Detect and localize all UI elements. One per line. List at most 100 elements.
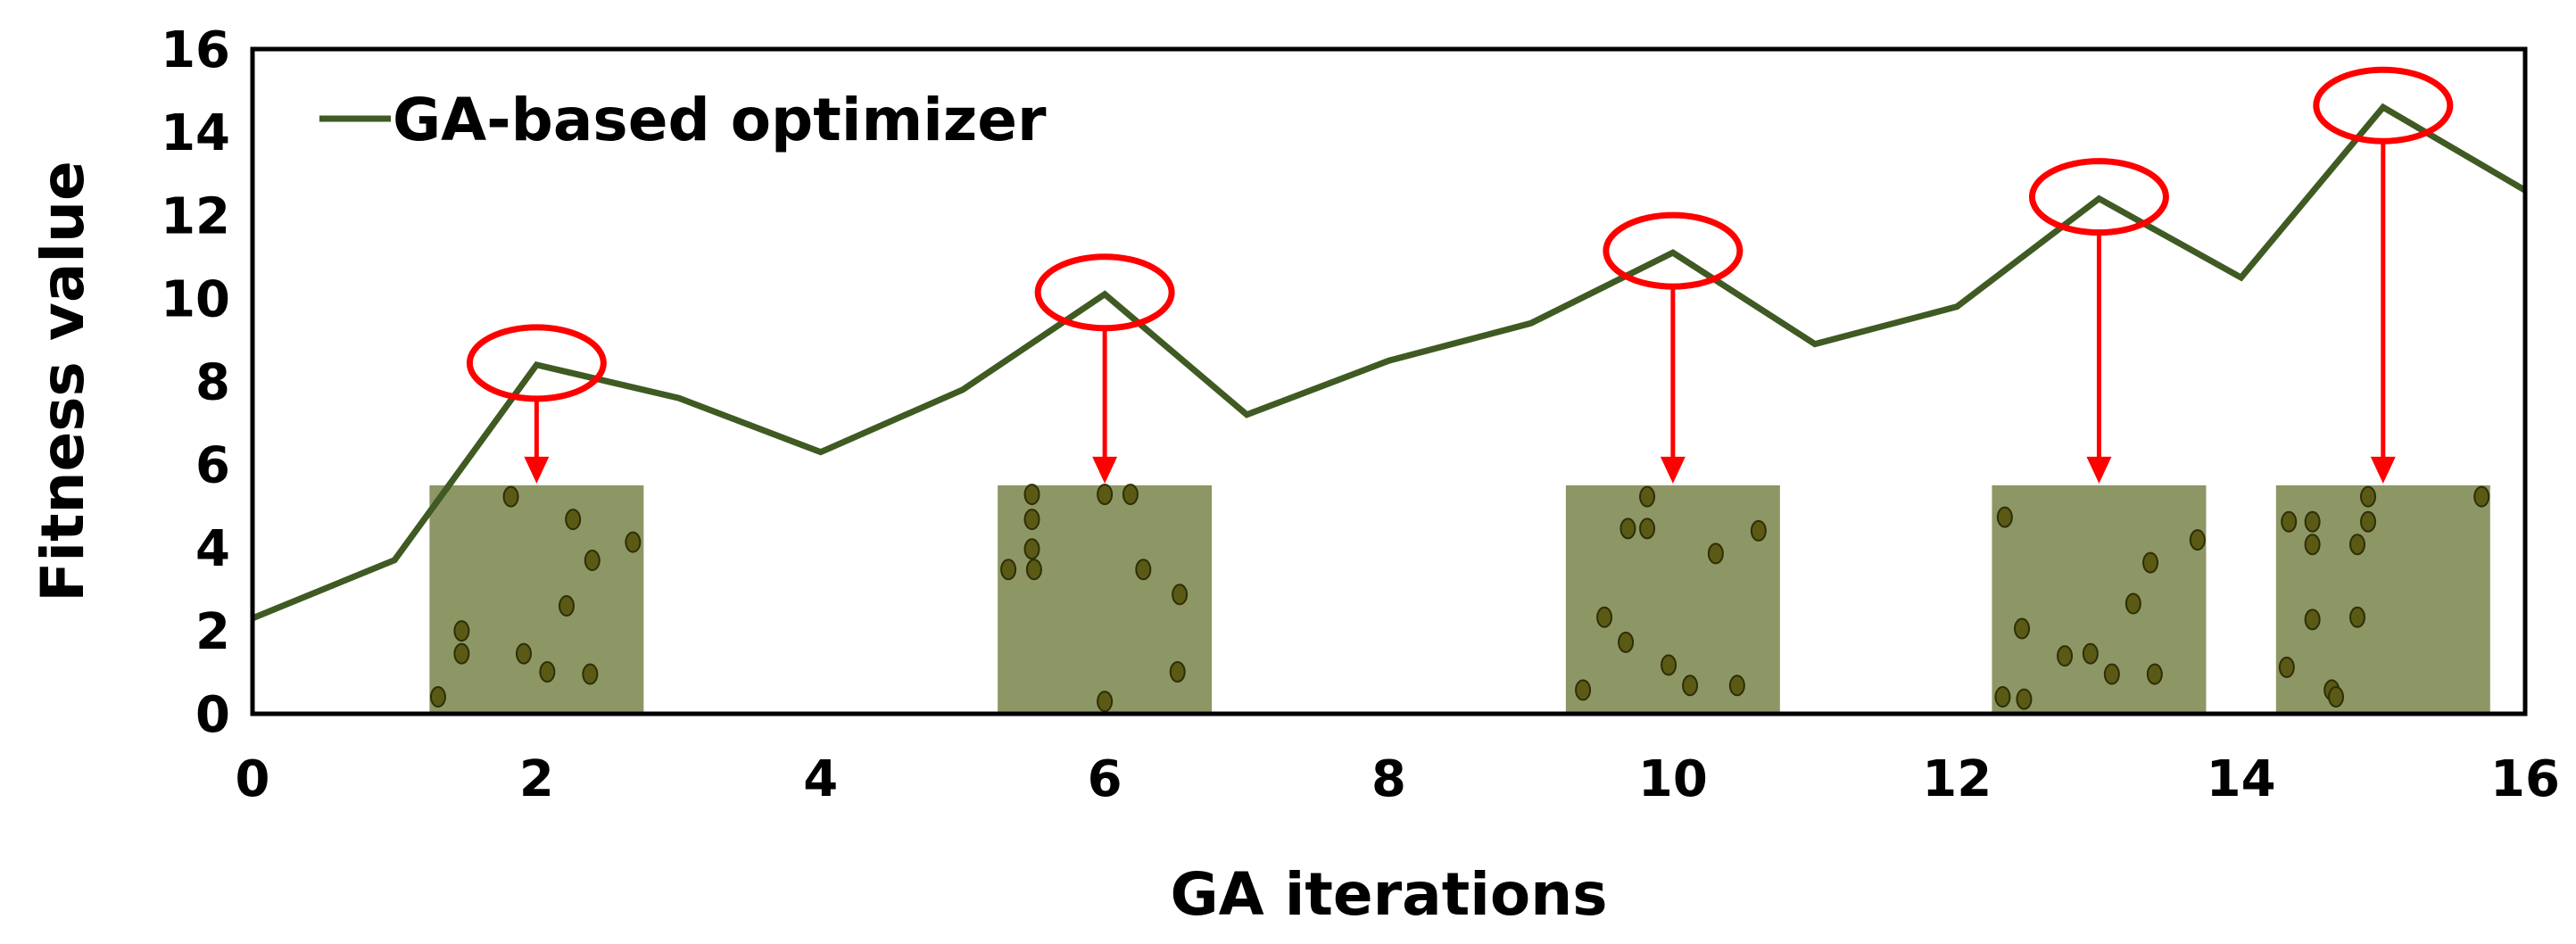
y-tick-label: 14	[161, 104, 230, 162]
inset-cell-dot	[1996, 506, 2013, 528]
inset-cell-dot	[2142, 551, 2159, 574]
inset-cell-dot	[1023, 484, 1040, 506]
inset-cell-dot	[1025, 559, 1042, 581]
highlight-arrow-head	[1092, 456, 1118, 484]
inset-cell-dot	[2014, 617, 2031, 640]
inset-images-layer	[429, 484, 2490, 713]
highlight-ellipse	[1603, 211, 1744, 290]
highlight-arrow-head	[1660, 456, 1686, 484]
inset-image-panel	[429, 484, 644, 713]
inset-cell-dot	[1023, 538, 1040, 560]
plot-area-frame	[250, 46, 2528, 716]
y-tick-label: 6	[195, 437, 230, 495]
x-tick-label: 8	[1371, 750, 1406, 808]
x-tick-label: 16	[2490, 750, 2560, 808]
inset-cell-dot	[1618, 631, 1635, 653]
inset-cell-dot	[2146, 663, 2163, 685]
highlight-arrow-head	[2370, 456, 2396, 484]
inset-panel-background	[429, 484, 644, 713]
highlight-arrow-head	[524, 456, 550, 484]
inset-cell-dot	[2082, 642, 2099, 665]
inset-cell-dot	[2057, 645, 2074, 667]
legend: GA-based optimizer	[319, 86, 1047, 154]
inset-cell-dot	[1619, 518, 1636, 540]
inset-cell-dot	[502, 485, 519, 508]
inset-cell-dot	[2125, 592, 2141, 615]
inset-cell-dot	[1097, 691, 1114, 713]
inset-cell-dot	[1596, 606, 1613, 628]
highlight-ellipse	[2028, 158, 2169, 236]
inset-cell-dot	[2360, 485, 2377, 508]
y-tick-label: 10	[161, 270, 230, 328]
highlight-layer	[466, 66, 2454, 484]
x-axis-title: GA iterations	[1170, 860, 1607, 929]
inset-cell-dot	[2328, 686, 2345, 708]
inset-cell-dot	[1682, 675, 1699, 697]
y-tick-labels: 0 2 4 6 8 10 12 14 16	[161, 21, 230, 744]
inset-cell-dot	[565, 509, 582, 531]
x-tick-label: 4	[803, 750, 838, 808]
inset-image-panel	[1992, 484, 2207, 713]
inset-cell-dot	[584, 550, 601, 572]
inset-cell-dot	[2349, 606, 2366, 628]
inset-cell-dot	[1661, 654, 1677, 676]
inset-cell-dot	[429, 686, 446, 708]
inset-cell-dot	[2473, 485, 2490, 508]
x-tick-labels: 0 2 4 6 8 10 12 14 16	[236, 750, 2560, 808]
inset-cell-dot	[1575, 679, 1592, 701]
inset-cell-dot	[2281, 510, 2298, 533]
highlight-arrow-head	[2086, 456, 2112, 484]
inset-cell-dot	[1728, 675, 1745, 697]
x-tick-label: 14	[2207, 750, 2276, 808]
inset-cell-dot	[539, 661, 556, 683]
highlight-ellipse	[1034, 253, 1175, 332]
inset-cell-dot	[1639, 518, 1656, 540]
y-axis-title: Fitness value	[29, 161, 97, 601]
y-tick-label: 0	[195, 686, 230, 744]
inset-cell-dot	[1639, 485, 1656, 508]
x-tick-label: 2	[519, 750, 554, 808]
inset-cell-dot	[1097, 484, 1114, 506]
inset-cell-dot	[1023, 509, 1040, 531]
highlight-ellipse	[2313, 66, 2454, 145]
inset-image-panel	[1565, 484, 1780, 713]
inset-cell-dot	[1750, 519, 1767, 542]
inset-cell-dot	[1994, 686, 2011, 708]
inset-cell-dot	[2016, 688, 2033, 710]
inset-cell-dot	[2304, 534, 2321, 556]
inset-cell-dot	[582, 663, 599, 685]
inset-cell-dot	[2360, 510, 2377, 533]
y-tick-label: 2	[195, 603, 230, 661]
inset-cell-dot	[2103, 663, 2120, 685]
y-tick-label: 8	[195, 354, 230, 412]
inset-cell-dot	[1122, 484, 1139, 506]
inset-cell-dot	[515, 642, 532, 665]
inset-image-panel	[998, 484, 1213, 713]
x-tick-label: 12	[1922, 750, 1992, 808]
inset-cell-dot	[2349, 534, 2366, 556]
inset-cell-dot	[1707, 542, 1724, 565]
highlight-ellipse	[466, 324, 607, 402]
inset-cell-dot	[558, 595, 575, 617]
inset-cell-dot	[1135, 559, 1152, 581]
inset-cell-dot	[453, 620, 470, 642]
inset-cell-dot	[2304, 609, 2321, 631]
y-tick-label: 12	[161, 187, 230, 245]
inset-cell-dot	[453, 642, 470, 665]
inset-cell-dot	[1000, 559, 1017, 581]
x-tick-label: 10	[1638, 750, 1708, 808]
inset-cell-dot	[2278, 656, 2295, 678]
inset-panel-background	[1992, 484, 2207, 713]
y-tick-label: 4	[195, 520, 230, 578]
inset-image-panel	[2275, 484, 2490, 713]
legend-label: GA-based optimizer	[393, 86, 1047, 154]
x-tick-label: 0	[236, 750, 270, 808]
inset-cell-dot	[2304, 510, 2321, 533]
inset-cell-dot	[1169, 661, 1186, 683]
inset-panel-background	[1565, 484, 1780, 713]
y-tick-label: 16	[161, 21, 230, 79]
x-tick-label: 6	[1088, 750, 1122, 808]
inset-cell-dot	[2189, 529, 2206, 551]
inset-cell-dot	[625, 531, 642, 553]
